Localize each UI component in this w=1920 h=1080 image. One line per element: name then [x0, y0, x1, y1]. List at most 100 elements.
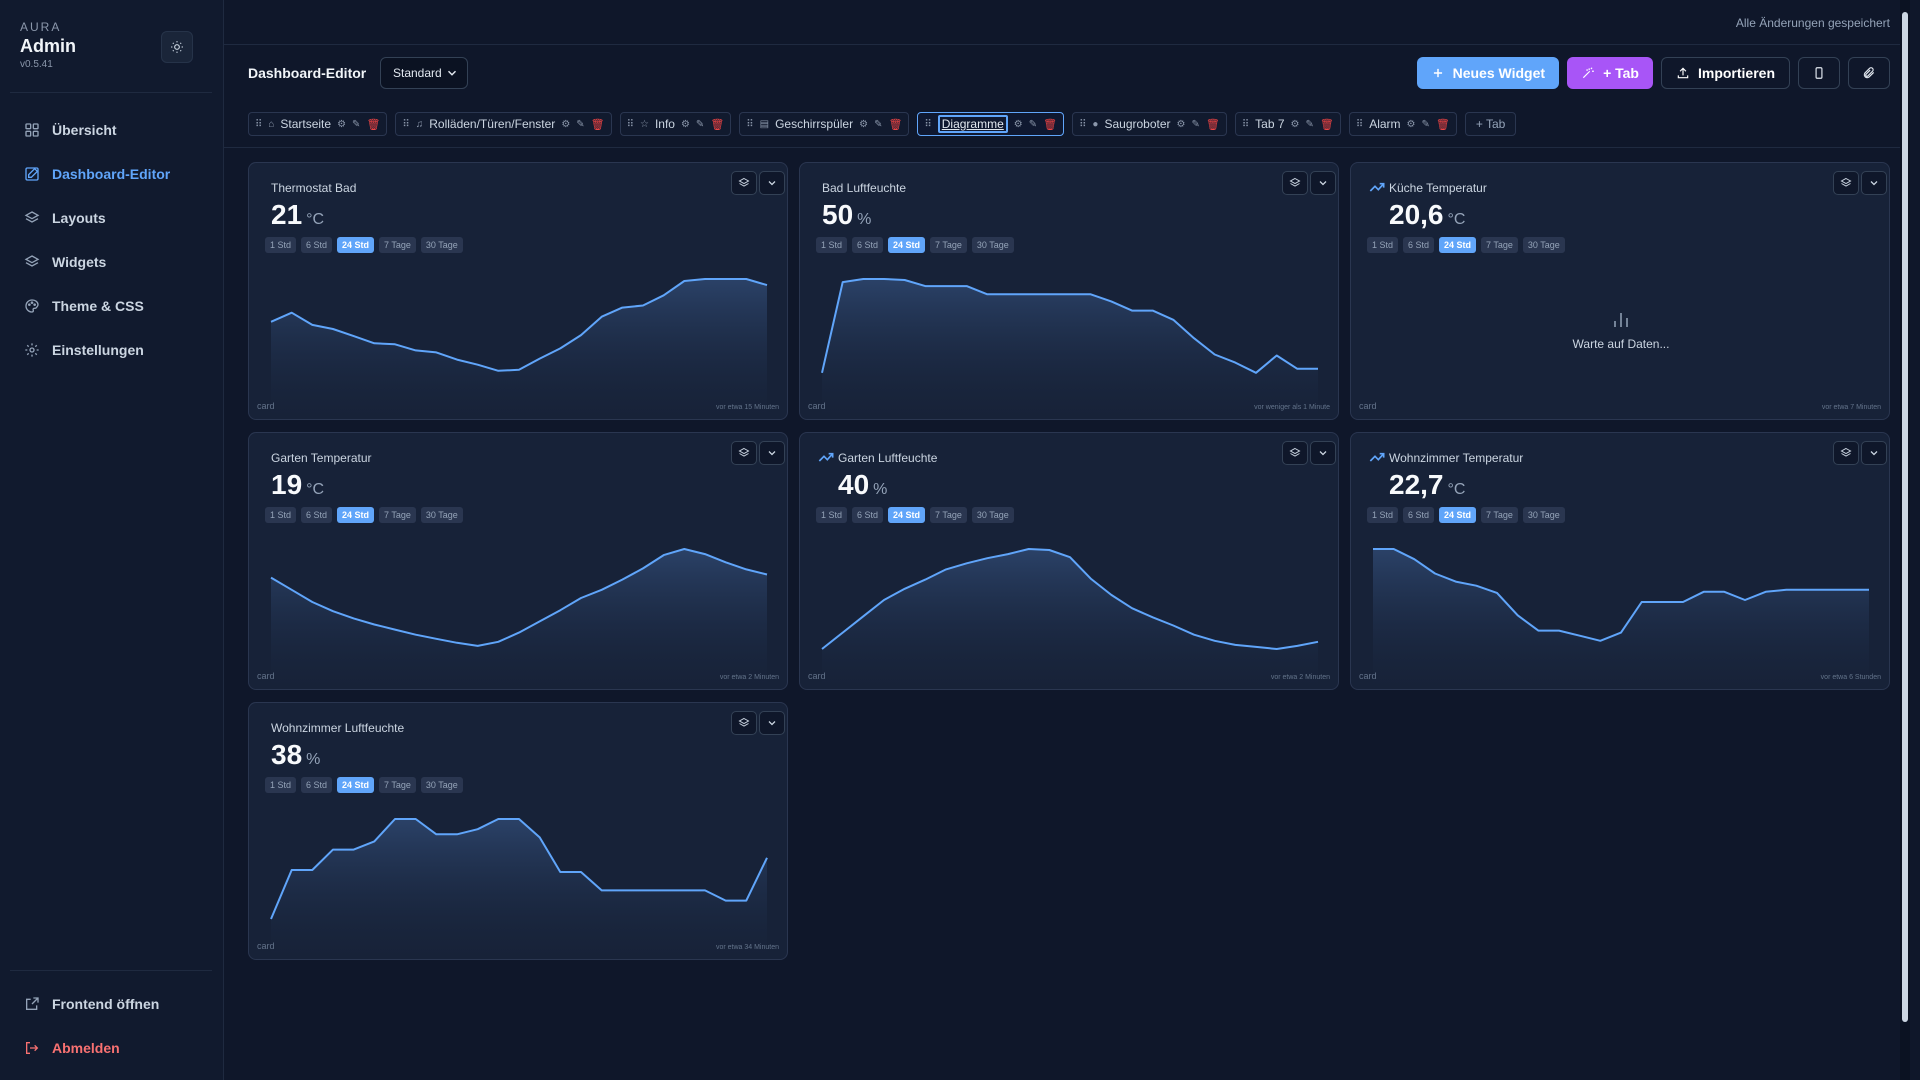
drag-handle-icon[interactable]: ⠿	[1079, 118, 1087, 130]
expand-button[interactable]	[759, 441, 785, 465]
trash-icon[interactable]: 🗑	[888, 118, 903, 131]
settings-icon[interactable]: ⚙	[1013, 118, 1023, 130]
chart-widget-card[interactable]: Bad Luftfeuchte 50% 1 Std 6 Std 24 Std 7 Tage…	[799, 162, 1339, 420]
edit-icon[interactable]: ✎	[874, 118, 883, 130]
trash-icon[interactable]: 🗑	[590, 118, 605, 131]
trash-icon[interactable]: 🗑	[1319, 118, 1334, 131]
layout-select[interactable]: Standard	[380, 57, 468, 89]
sidebar-item-layouts[interactable]: Layouts	[0, 196, 224, 240]
range-4-button[interactable]: 30 Tage	[971, 507, 1014, 523]
tab-2[interactable]: ⠿ ☆ Info ⚙ ✎ 🗑	[619, 112, 732, 136]
range-4-button[interactable]: 30 Tage	[971, 237, 1014, 253]
drag-handle-icon[interactable]: ⠿	[255, 118, 263, 130]
expand-button[interactable]	[1310, 171, 1336, 195]
edit-icon[interactable]: ✎	[695, 118, 705, 130]
sidebar-item-dashboard-editor[interactable]: Dashboard-Editor	[0, 152, 224, 196]
drag-handle-icon[interactable]: ⠿	[1241, 118, 1250, 130]
add-tab-button[interactable]: + Tab	[1567, 57, 1653, 89]
expand-button[interactable]	[759, 171, 785, 195]
range-3-button[interactable]: 7 Tage	[379, 507, 416, 523]
range-1-button[interactable]: 6 Std	[852, 507, 884, 523]
layers-button[interactable]	[1282, 171, 1308, 195]
edit-icon[interactable]: ✎	[1305, 118, 1314, 130]
settings-icon[interactable]: ⚙	[1290, 118, 1300, 130]
range-4-button[interactable]: 30 Tage	[420, 507, 463, 523]
range-1-button[interactable]: 6 Std	[301, 237, 333, 253]
layers-button[interactable]	[731, 171, 757, 195]
range-2-button[interactable]: 24 Std	[337, 777, 375, 793]
sidebar-item-uebersicht[interactable]: Übersicht	[0, 108, 224, 152]
range-3-button[interactable]: 7 Tage	[930, 507, 967, 523]
tab-4[interactable]: ⠿ Diagramme ⚙ ✎ 🗑	[917, 112, 1065, 136]
range-0-button[interactable]: 1 Std	[816, 507, 848, 523]
range-4-button[interactable]: 30 Tage	[420, 237, 463, 253]
edit-icon[interactable]: ✎	[1028, 118, 1038, 130]
range-0-button[interactable]: 1 Std	[816, 237, 848, 253]
chart-widget-card[interactable]: Thermostat Bad 21 °C 1 Std 6 Std 24 Std 7 Tage…	[248, 162, 788, 420]
range-0-button[interactable]: 1 Std	[265, 777, 297, 793]
settings-icon[interactable]: ⚙	[1176, 118, 1186, 130]
range-2-button[interactable]: 24 Std	[337, 507, 375, 523]
trash-icon[interactable]: 🗑	[366, 118, 381, 131]
edit-icon[interactable]: ✎	[352, 118, 361, 130]
scrollbar-thumb[interactable]	[1902, 12, 1908, 1022]
range-3-button[interactable]: 7 Tage	[930, 237, 967, 253]
range-0-button[interactable]: 1 Std	[1367, 507, 1399, 523]
settings-icon[interactable]: ⚙	[680, 118, 690, 130]
range-4-button[interactable]: 30 Tage	[420, 777, 463, 793]
mobile-preview-button[interactable]	[1798, 57, 1840, 89]
trash-icon[interactable]: 🗑	[1205, 118, 1220, 131]
expand-button[interactable]	[1861, 441, 1887, 465]
range-3-button[interactable]: 7 Tage	[1481, 507, 1518, 523]
theme-toggle-button[interactable]	[161, 31, 193, 63]
range-0-button[interactable]: 1 Std	[265, 507, 297, 523]
new-widget-button[interactable]: Neues Widget	[1416, 57, 1560, 89]
drag-handle-icon[interactable]: ⠿	[402, 118, 410, 130]
settings-icon[interactable]: ⚙	[561, 118, 571, 130]
trash-icon[interactable]: 🗑	[1043, 118, 1058, 131]
drag-handle-icon[interactable]: ⠿	[1355, 118, 1364, 130]
range-4-button[interactable]: 30 Tage	[1522, 507, 1565, 523]
tab-5[interactable]: ⠿ ● Saugroboter ⚙ ✎ 🗑	[1072, 112, 1227, 136]
range-1-button[interactable]: 6 Std	[301, 507, 333, 523]
range-1-button[interactable]: 6 Std	[1403, 507, 1435, 523]
range-0-button[interactable]: 1 Std	[265, 237, 297, 253]
layers-button[interactable]	[731, 441, 757, 465]
layers-button[interactable]	[731, 711, 757, 735]
edit-icon[interactable]: ✎	[1191, 118, 1200, 130]
range-2-button[interactable]: 24 Std	[337, 237, 375, 253]
layers-button[interactable]	[1833, 171, 1859, 195]
tab-0[interactable]: ⠿ ⌂ Startseite ⚙ ✎ 🗑	[248, 112, 388, 136]
range-2-button[interactable]: 24 Std	[1439, 507, 1477, 523]
range-2-button[interactable]: 24 Std	[888, 237, 926, 253]
layers-button[interactable]	[1833, 441, 1859, 465]
range-3-button[interactable]: 7 Tage	[379, 237, 416, 253]
frontend-open-link[interactable]: Frontend öffnen	[0, 982, 224, 1026]
chart-widget-card[interactable]: Garten Temperatur 19 °C 1 Std 6 Std 24 Std 7 T…	[248, 432, 788, 690]
range-4-button[interactable]: 30 Tage	[1522, 237, 1565, 253]
chart-widget-card[interactable]: Garten Luftfeuchte 40% 1 Std 6 Std 24 Std 7 T…	[799, 432, 1339, 690]
expand-button[interactable]	[759, 711, 785, 735]
add-tab-inline-button[interactable]: + Tab	[1464, 112, 1517, 136]
sidebar-item-theme-css[interactable]: Theme & CSS	[0, 284, 224, 328]
range-1-button[interactable]: 6 Std	[852, 237, 884, 253]
tab-3[interactable]: ⠿ ▤ Geschirrspüler ⚙ ✎ 🗑	[739, 112, 910, 136]
settings-icon[interactable]: ⚙	[859, 118, 869, 130]
tab-label[interactable]: Diagramme	[937, 115, 1008, 133]
settings-icon[interactable]: ⚙	[1406, 118, 1416, 130]
settings-icon[interactable]: ⚙	[337, 118, 347, 130]
range-3-button[interactable]: 7 Tage	[379, 777, 416, 793]
range-1-button[interactable]: 6 Std	[301, 777, 333, 793]
expand-button[interactable]	[1861, 171, 1887, 195]
trash-icon[interactable]: 🗑	[1435, 118, 1450, 131]
chart-widget-card[interactable]: Küche Temperatur 20,6 °C 1 Std 6 Std 24 Std 7 …	[1350, 162, 1890, 420]
edit-icon[interactable]: ✎	[576, 118, 585, 130]
tab-6[interactable]: ⠿ Tab 7 ⚙ ✎ 🗑	[1234, 112, 1341, 136]
drag-handle-icon[interactable]: ⠿	[746, 118, 754, 130]
scrollbar[interactable]	[1900, 0, 1910, 1080]
chart-widget-card[interactable]: Wohnzimmer Luftfeuchte 38% 1 Std 6 Std 24 St…	[248, 702, 788, 960]
trash-icon[interactable]: 🗑	[710, 118, 725, 131]
tab-7[interactable]: ⠿ Alarm ⚙ ✎ 🗑	[1348, 112, 1457, 136]
expand-button[interactable]	[1310, 441, 1336, 465]
edit-icon[interactable]: ✎	[1421, 118, 1430, 130]
